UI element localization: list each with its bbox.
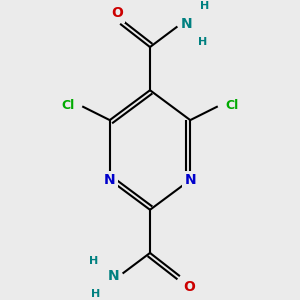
Text: Cl: Cl <box>61 99 75 112</box>
Text: H: H <box>89 256 98 266</box>
Text: N: N <box>184 173 196 187</box>
Text: H: H <box>200 1 209 10</box>
Text: O: O <box>111 7 123 20</box>
Text: N: N <box>104 173 116 187</box>
Text: H: H <box>91 290 100 299</box>
Text: N: N <box>181 17 192 31</box>
Text: Cl: Cl <box>225 99 238 112</box>
Text: O: O <box>183 280 195 293</box>
Text: H: H <box>198 37 207 47</box>
Text: N: N <box>108 269 119 283</box>
